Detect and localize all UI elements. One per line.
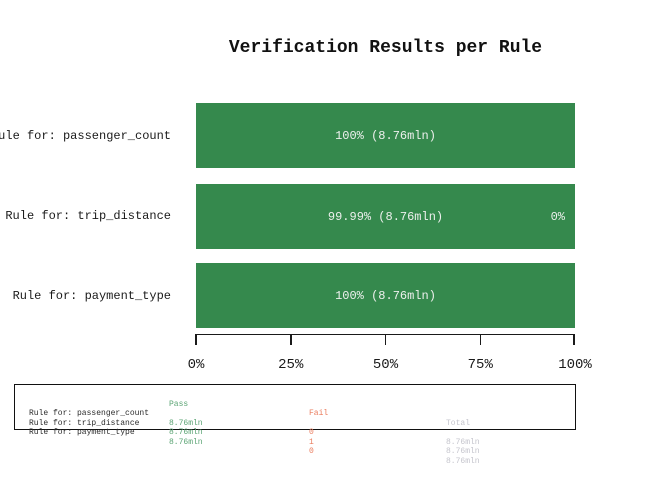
bar-fail-label: 0% bbox=[550, 209, 565, 224]
bar-passenger-count: 100% (8.76mln) bbox=[196, 103, 575, 168]
x-axis-tick bbox=[195, 334, 197, 345]
header-total: Total bbox=[446, 418, 471, 428]
y-axis-label-payment-type: Rule for: payment_type bbox=[12, 288, 171, 303]
pass-value: 8.76mln bbox=[169, 428, 203, 437]
x-axis-tick bbox=[290, 334, 292, 345]
y-axis-label-passenger-count: Rule for: passenger_count bbox=[0, 128, 171, 143]
bar-value-label: 100% (8.76mln) bbox=[335, 288, 436, 303]
row-label: Rule for: payment_type bbox=[29, 428, 135, 437]
total-value: 8.76mln bbox=[446, 456, 480, 466]
header-fail: Fail bbox=[309, 409, 329, 418]
row-label: Rule for: trip_distance bbox=[29, 418, 140, 428]
bar-payment-type: 100% (8.76mln) bbox=[196, 263, 575, 328]
bar-value-label: 99.99% (8.76mln) bbox=[327, 209, 444, 224]
y-axis-label-trip-distance: Rule for: trip_distance bbox=[5, 209, 171, 223]
fail-value: 0 bbox=[309, 428, 314, 437]
table-row: Rule for: payment_type 8.76mln 0 8.76mln bbox=[15, 419, 575, 466]
pass-value: 8.76mln bbox=[169, 437, 203, 447]
summary-table-header-row: Pass Fail Total bbox=[15, 390, 575, 428]
x-axis-tick bbox=[573, 334, 575, 345]
pass-value: 8.76mln bbox=[169, 418, 203, 428]
header-pass: Pass bbox=[169, 399, 189, 409]
summary-table: Pass Fail Total Rule for: passenger_coun… bbox=[14, 384, 576, 466]
bar-trip-distance: 99.99% (8.76mln) 0% bbox=[196, 184, 575, 249]
table-row: Rule for: passenger_count 8.76mln 0 8.76… bbox=[15, 400, 575, 447]
x-axis-tick bbox=[479, 334, 482, 345]
fail-value: 1 bbox=[309, 437, 314, 447]
x-axis-tick bbox=[384, 334, 387, 345]
total-value: 8.76mln bbox=[446, 447, 480, 456]
table-row: Rule for: trip_distance 8.76mln 1 8.76ml… bbox=[15, 409, 575, 457]
chart-title: Verification Results per Rule bbox=[228, 38, 543, 58]
fail-value: 0 bbox=[309, 447, 314, 456]
x-tick-label-50: 50% bbox=[372, 357, 399, 373]
x-tick-label-0: 0% bbox=[187, 357, 205, 373]
bar-value-label: 100% (8.76mln) bbox=[335, 128, 436, 143]
x-tick-label-25: 25% bbox=[278, 357, 304, 373]
total-value: 8.76mln bbox=[446, 437, 480, 447]
x-tick-label-100: 100% bbox=[558, 357, 592, 373]
row-label: Rule for: passenger_count bbox=[29, 409, 150, 418]
x-tick-label-75: 75% bbox=[467, 357, 493, 373]
